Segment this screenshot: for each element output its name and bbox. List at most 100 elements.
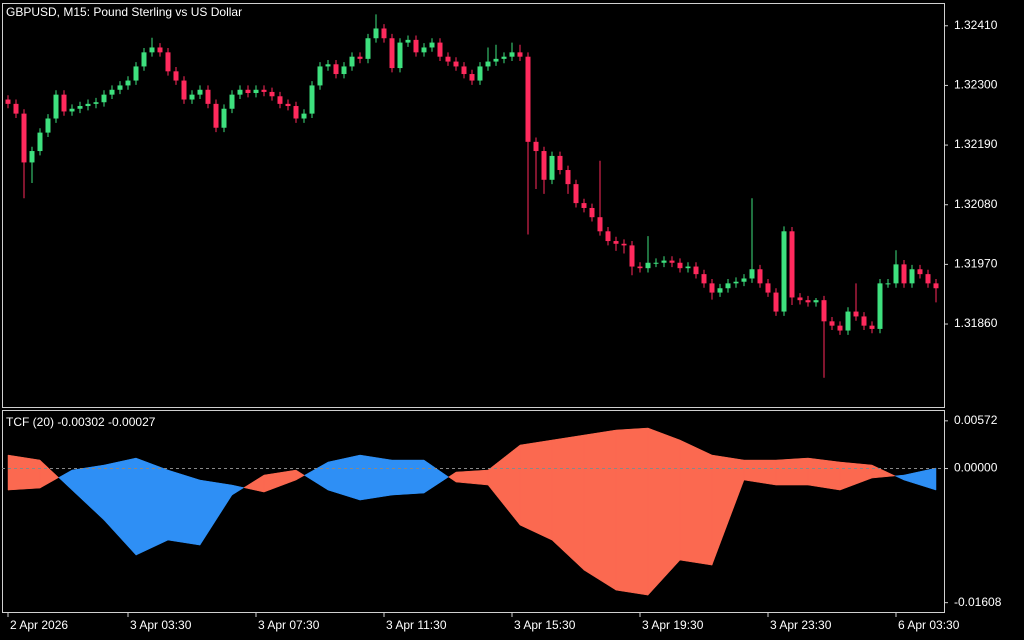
candle-body [397, 42, 403, 69]
candle-body [749, 269, 755, 279]
band-fill [615, 427, 649, 596]
candle-body [309, 85, 315, 114]
candle-body [885, 283, 891, 285]
candle-body [205, 89, 211, 104]
candle-body [501, 56, 507, 59]
y-tick-label: 1.32410 [954, 18, 998, 32]
band-fill [551, 434, 585, 571]
candle-body [413, 39, 419, 53]
indicator-title: TCF (20) -0.00302 -0.00027 [6, 415, 156, 429]
x-tick-label: 3 Apr 11:30 [386, 618, 447, 632]
candle-body [589, 207, 595, 218]
candle-body [517, 52, 523, 57]
candle-body [365, 38, 371, 59]
candle-body [637, 266, 643, 269]
band-fill [775, 457, 809, 486]
x-tick-label: 3 Apr 03:30 [130, 618, 192, 632]
candle-body [829, 321, 835, 326]
band-fill [743, 459, 777, 486]
candle-body [237, 89, 243, 95]
candle-body [325, 64, 331, 67]
candle-body [269, 91, 275, 97]
candle-body [661, 260, 667, 263]
candle-body [741, 278, 747, 282]
candle-body [277, 96, 283, 104]
candle-body [893, 264, 899, 284]
y-tick-label: -0.01608 [954, 595, 1002, 609]
candle-body [157, 47, 163, 53]
candle-body [213, 103, 219, 128]
candle-body [645, 262, 651, 269]
candle-body [917, 269, 923, 275]
candle-body [597, 217, 603, 232]
band-fill [647, 427, 681, 596]
candle-body [5, 99, 11, 104]
candle-body [181, 80, 187, 100]
band-fill [487, 444, 521, 526]
band-fill [679, 439, 713, 566]
candle-body [621, 243, 627, 246]
candle-body [725, 283, 731, 289]
candle-body [29, 151, 35, 163]
candle-body [877, 283, 883, 329]
candle-body [285, 103, 291, 107]
candle-body [693, 266, 699, 275]
candle-body [677, 262, 683, 269]
candle-body [229, 94, 235, 109]
candle-body [613, 241, 619, 244]
candle-body [13, 103, 19, 114]
candle-body [101, 94, 107, 103]
band-fill [243, 474, 265, 493]
candle-body [117, 85, 123, 90]
indicator-pane [2, 410, 945, 613]
candle-body [189, 94, 195, 100]
marks [5, 14, 939, 596]
x-tick-label: 6 Apr 03:30 [898, 618, 960, 632]
band-fill [359, 454, 393, 501]
candle-body [421, 47, 427, 53]
candle-body [165, 52, 171, 72]
band-fill [327, 454, 361, 501]
candle-body [61, 94, 67, 112]
band-fill [135, 457, 169, 556]
candle-body [901, 264, 907, 284]
y-tick-label: 1.32300 [954, 78, 998, 92]
candle-body [541, 151, 547, 180]
candle-body [733, 281, 739, 284]
band-fill [894, 474, 905, 481]
candle-body [653, 262, 659, 264]
candle-body [549, 155, 555, 180]
candle-body [389, 38, 395, 69]
candle-body [525, 56, 531, 142]
candle-body [453, 61, 459, 67]
candle-body [173, 71, 179, 81]
candle-body [573, 184, 579, 204]
y-tick-label: 1.31970 [954, 257, 998, 271]
candle-body [221, 108, 227, 128]
candle-body [469, 74, 475, 81]
candle-body [669, 260, 675, 263]
candle-body [773, 292, 779, 312]
y-tick-label: 1.32190 [954, 137, 998, 151]
candle-body [93, 102, 99, 104]
candle-body [373, 28, 379, 39]
candle-body [349, 56, 355, 67]
candle-body [853, 311, 859, 317]
candle-body [813, 300, 819, 303]
candle-body [461, 66, 467, 75]
candle-body [629, 245, 635, 267]
candle-body [909, 269, 915, 284]
candle-body [317, 66, 323, 86]
candle-body [533, 141, 539, 152]
candle-body [253, 89, 259, 94]
candle-body [301, 113, 307, 119]
x-tick-label: 3 Apr 23:30 [770, 618, 832, 632]
band-fill [71, 464, 105, 521]
candle-body [485, 61, 491, 67]
band-fill [58, 469, 73, 491]
candle-body [149, 47, 155, 53]
candle-body [805, 300, 811, 303]
candle-body [437, 42, 443, 57]
band-fill [303, 461, 329, 491]
candle-body [141, 52, 147, 67]
